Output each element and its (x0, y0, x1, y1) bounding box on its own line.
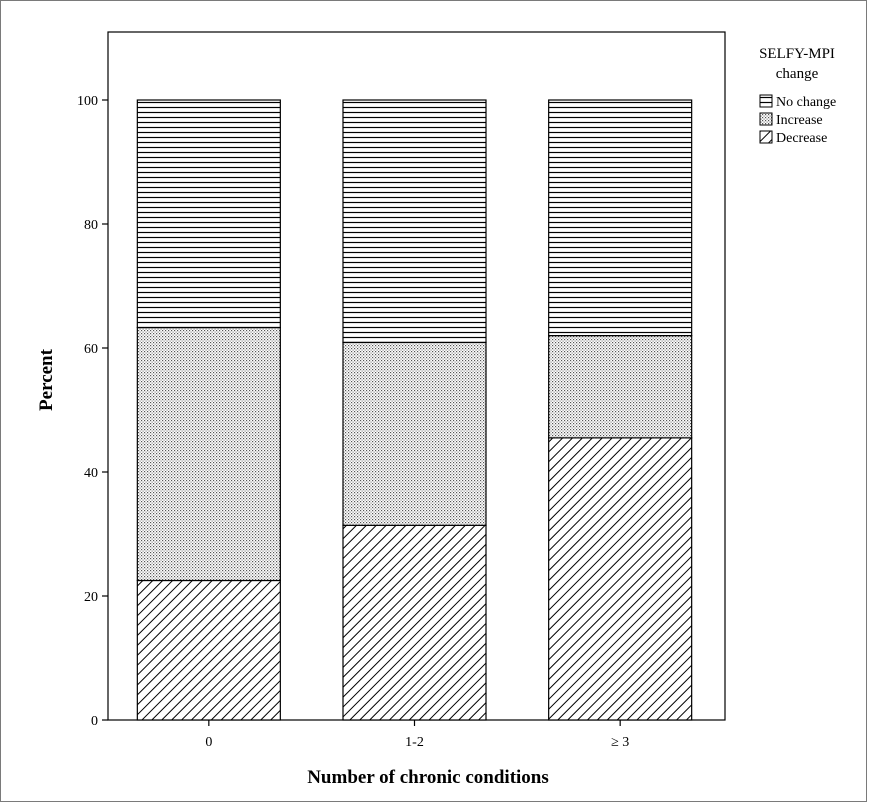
y-tick-label-0: 0 (91, 714, 98, 729)
legend-title-line-2: change (776, 66, 819, 82)
bar-no-change-0 (136, 99, 281, 329)
y-tick-label-80: 80 (84, 218, 98, 233)
legend-label-no-change: No change (776, 95, 836, 110)
legend-label-decrease: Decrease (776, 131, 827, 146)
y-tick-label-20: 20 (84, 590, 98, 605)
x-tick-label-1: 1-2 (405, 735, 424, 750)
bar-increase-ge3 (548, 335, 693, 439)
bars-group (136, 99, 693, 721)
legend-swatch-decrease (759, 130, 773, 144)
bar-no-change-ge3 (548, 99, 693, 337)
legend: SELFY-MPI change No change Increase Decrea… (759, 46, 836, 146)
y-tick-label-100: 100 (77, 94, 98, 109)
y-axis: 0 20 40 60 80 100 (77, 94, 108, 729)
legend-swatch-no-change (759, 94, 773, 108)
y-axis-label: Percent (36, 348, 57, 411)
x-axis-label: Number of chronic conditions (307, 767, 549, 788)
x-axis: 0 1-2 ≥ 3 (205, 720, 629, 750)
legend-label-increase: Increase (776, 113, 823, 128)
x-tick-label-0: 0 (205, 735, 212, 750)
bar-increase-0 (136, 326, 281, 582)
x-tick-label-2: ≥ 3 (611, 735, 629, 750)
bar-increase-1-2 (342, 341, 487, 526)
bar-decrease-1-2 (342, 524, 487, 721)
bar-no-change-1-2 (342, 99, 487, 344)
bar-decrease-0 (136, 579, 281, 721)
y-tick-label-40: 40 (84, 466, 98, 481)
bar-decrease-ge3 (548, 437, 693, 721)
legend-swatch-increase (759, 112, 773, 126)
legend-title-line-1: SELFY-MPI (759, 46, 835, 62)
y-tick-label-60: 60 (84, 342, 98, 357)
